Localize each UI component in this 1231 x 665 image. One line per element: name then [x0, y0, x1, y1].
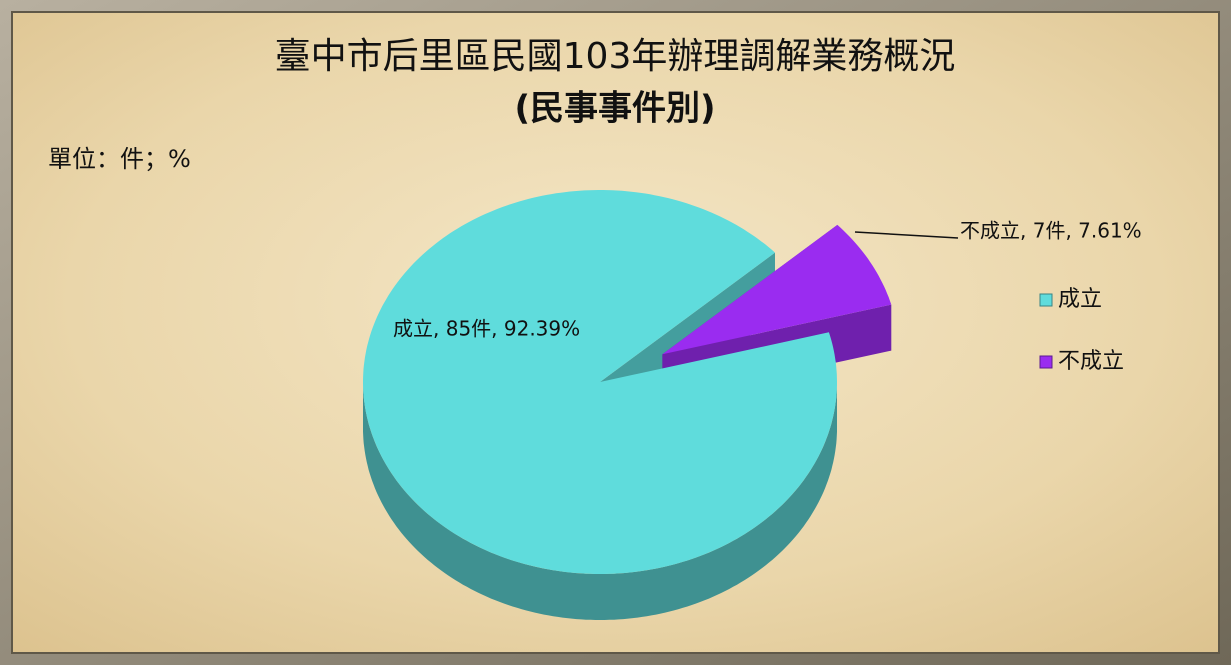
leader-line [854, 231, 959, 239]
legend-swatch [1039, 293, 1053, 307]
chart-title: 臺中市后里區民國103年辦理調解業務概況 [275, 36, 956, 77]
legend-swatch [1039, 355, 1053, 369]
slice [662, 224, 892, 355]
legend-label: 不成立 [1058, 349, 1124, 374]
data-label: 成立, 85件, 92.39% [393, 317, 580, 341]
slice-side [363, 382, 837, 620]
legend-label: 成立 [1058, 287, 1102, 312]
pie: 成立, 85件, 92.39% 不成立, 7件, 7.61% [363, 190, 1142, 620]
slice [363, 190, 837, 574]
chart-subtitle: (民事事件別) [514, 89, 715, 129]
unit-note: 單位：件；% [48, 145, 191, 173]
data-label: 不成立, 7件, 7.61% [960, 219, 1142, 243]
